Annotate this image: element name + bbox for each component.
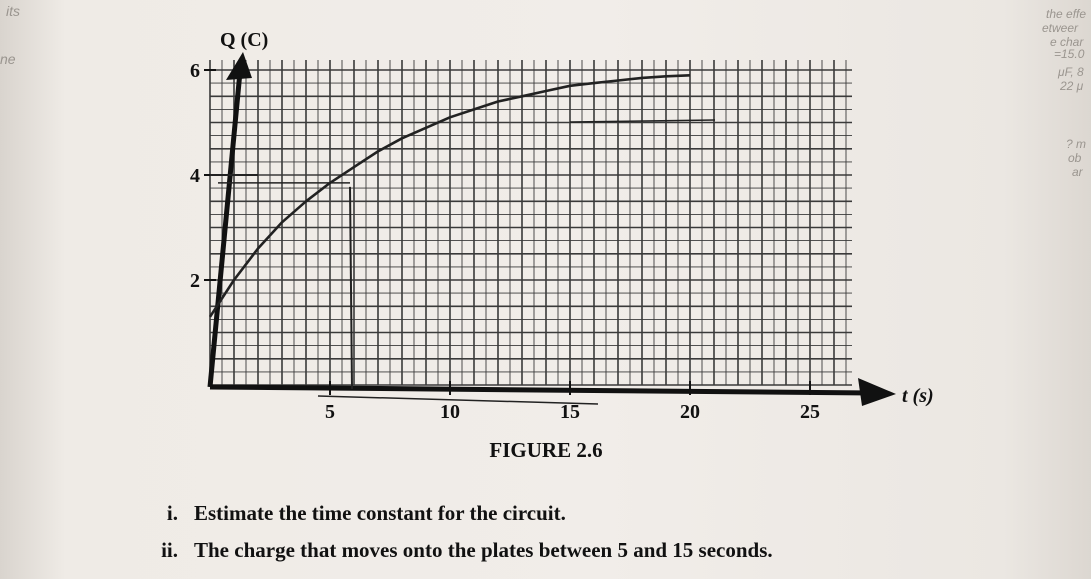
bleed-text-8: 22 μ (1060, 79, 1084, 93)
y-tick-label: 4 (190, 165, 200, 187)
x-tick-label: 25 (800, 401, 820, 423)
bleed-text-6: =15.0 (1054, 47, 1085, 61)
bleed-text-2: ne (0, 51, 16, 67)
grid (209, 60, 852, 386)
y-tick-label: 6 (190, 60, 200, 82)
x-axis-arrow (858, 378, 896, 406)
bleed-text-7: μF, 8 (1058, 65, 1084, 79)
bleed-text-1: its (6, 3, 20, 19)
x-tick-label: 5 (325, 401, 335, 423)
bleed-text-4: etweer (1042, 21, 1079, 35)
x-tick-label: 15 (560, 401, 580, 423)
x-axis (209, 384, 873, 396)
axes (204, 52, 896, 406)
bleed-text-3: the effe (1046, 7, 1087, 21)
x-tick-label: 20 (680, 401, 700, 423)
annotation-underline (317, 395, 599, 405)
x-tick-label: 10 (440, 401, 460, 423)
y-axis (207, 71, 243, 388)
annotation-line-vertical (349, 186, 353, 390)
question-2-text: The charge that moves onto the plates be… (194, 538, 773, 562)
question-2: ii. The charge that moves onto the plates… (138, 538, 773, 563)
annotation-line-top (569, 119, 716, 123)
y-axis-arrow (226, 52, 252, 80)
bleed-text-9: ? m (1066, 137, 1087, 151)
question-1-text: Estimate the time constant for the circu… (194, 501, 566, 525)
x-axis-label: t (s) (902, 385, 934, 407)
tick-labels: 5 10 15 20 25 2 4 6 t (s) Q (C) (190, 29, 934, 423)
series-line (208, 74, 691, 318)
y-axis-label: Q (C) (220, 29, 268, 51)
question-1: i. Estimate the time constant for the cir… (138, 501, 566, 526)
bleed-text-10: ob (1068, 151, 1082, 165)
question-2-number: ii. (161, 538, 178, 562)
bleed-text-11: ar (1072, 165, 1083, 179)
series-curve (208, 74, 716, 405)
figure-caption: FIGURE 2.6 (489, 438, 603, 462)
y-tick-label: 2 (190, 270, 200, 292)
question-1-number: i. (166, 501, 178, 525)
bleed-text-5: e char (1050, 35, 1084, 49)
